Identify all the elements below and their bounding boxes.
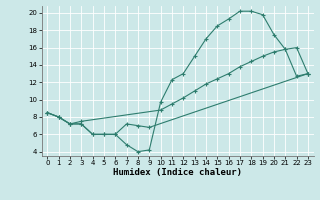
X-axis label: Humidex (Indice chaleur): Humidex (Indice chaleur) xyxy=(113,168,242,177)
